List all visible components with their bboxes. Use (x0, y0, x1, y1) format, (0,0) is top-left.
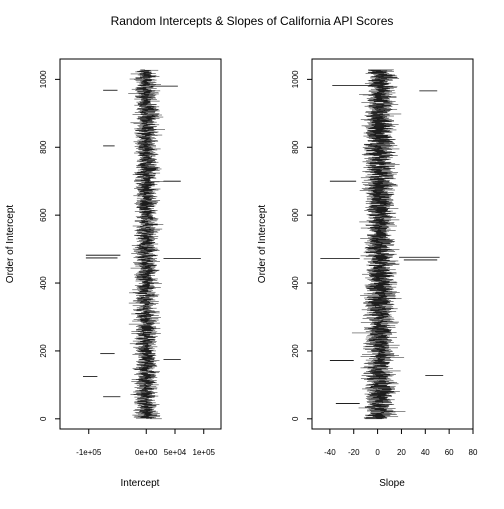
intercept-x-tick-label: 1e+05 (193, 448, 216, 457)
slope-x-axis: -40 -20 0 20 40 60 80 (324, 429, 478, 457)
slope-x-label: Slope (379, 478, 405, 489)
slope-intervals (320, 69, 444, 420)
chart-title: Random Intercepts & Slopes of California… (111, 14, 394, 28)
intercept-plot-frame (59, 58, 222, 430)
slope-y-tick-label: 400 (291, 276, 300, 290)
slope-x-tick-label: 60 (445, 448, 454, 457)
intercept-y-tick-label: 400 (39, 276, 48, 290)
intercept-y-label: Order of Intercept (5, 205, 16, 284)
intercept-x-label: Intercept (121, 478, 160, 489)
slope-y-tick-label: 200 (291, 344, 300, 358)
intercept-x-axis: -1e+05 0e+00 5e+04 1e+05 (76, 429, 216, 457)
intercept-x-tick-label: 5e+04 (164, 448, 187, 457)
slope-y-tick-label: 800 (291, 140, 300, 154)
slope-y-label: Order of Intercept (257, 205, 268, 284)
intercept-x-tick-label: -1e+05 (76, 448, 102, 457)
slope-x-tick-label: 40 (421, 448, 430, 457)
slope-x-tick-label: 80 (469, 448, 478, 457)
slope-y-axis: 0 200 400 600 800 1000 (291, 70, 312, 421)
intercept-y-axis: 0 200 400 600 800 1000 (39, 70, 60, 421)
intercept-y-tick-label: 1000 (39, 70, 48, 88)
slope-plot-frame (311, 58, 474, 430)
intercept-panel: -1e+05 0e+00 5e+04 1e+05 02004006008001000 … (5, 58, 222, 489)
slope-y-tick-label: 0 (291, 416, 300, 421)
intercept-intervals (83, 69, 201, 420)
intercept-y-tick-label: 0 (39, 416, 48, 421)
slope-x-tick-label: -20 (348, 448, 360, 457)
intercept-y-tick-label: 200 (39, 344, 48, 358)
slope-x-tick-label: 20 (397, 448, 406, 457)
intercept-x-tick-label: 0e+00 (135, 448, 158, 457)
slope-x-tick-label: -40 (324, 448, 336, 457)
slope-y-tick-label: 600 (291, 208, 300, 222)
intercept-y-tick-label: 800 (39, 140, 48, 154)
intercept-y-tick-label: 600 (39, 208, 48, 222)
slope-x-tick-label: 0 (375, 448, 380, 457)
slope-y-tick-label: 1000 (291, 70, 300, 88)
